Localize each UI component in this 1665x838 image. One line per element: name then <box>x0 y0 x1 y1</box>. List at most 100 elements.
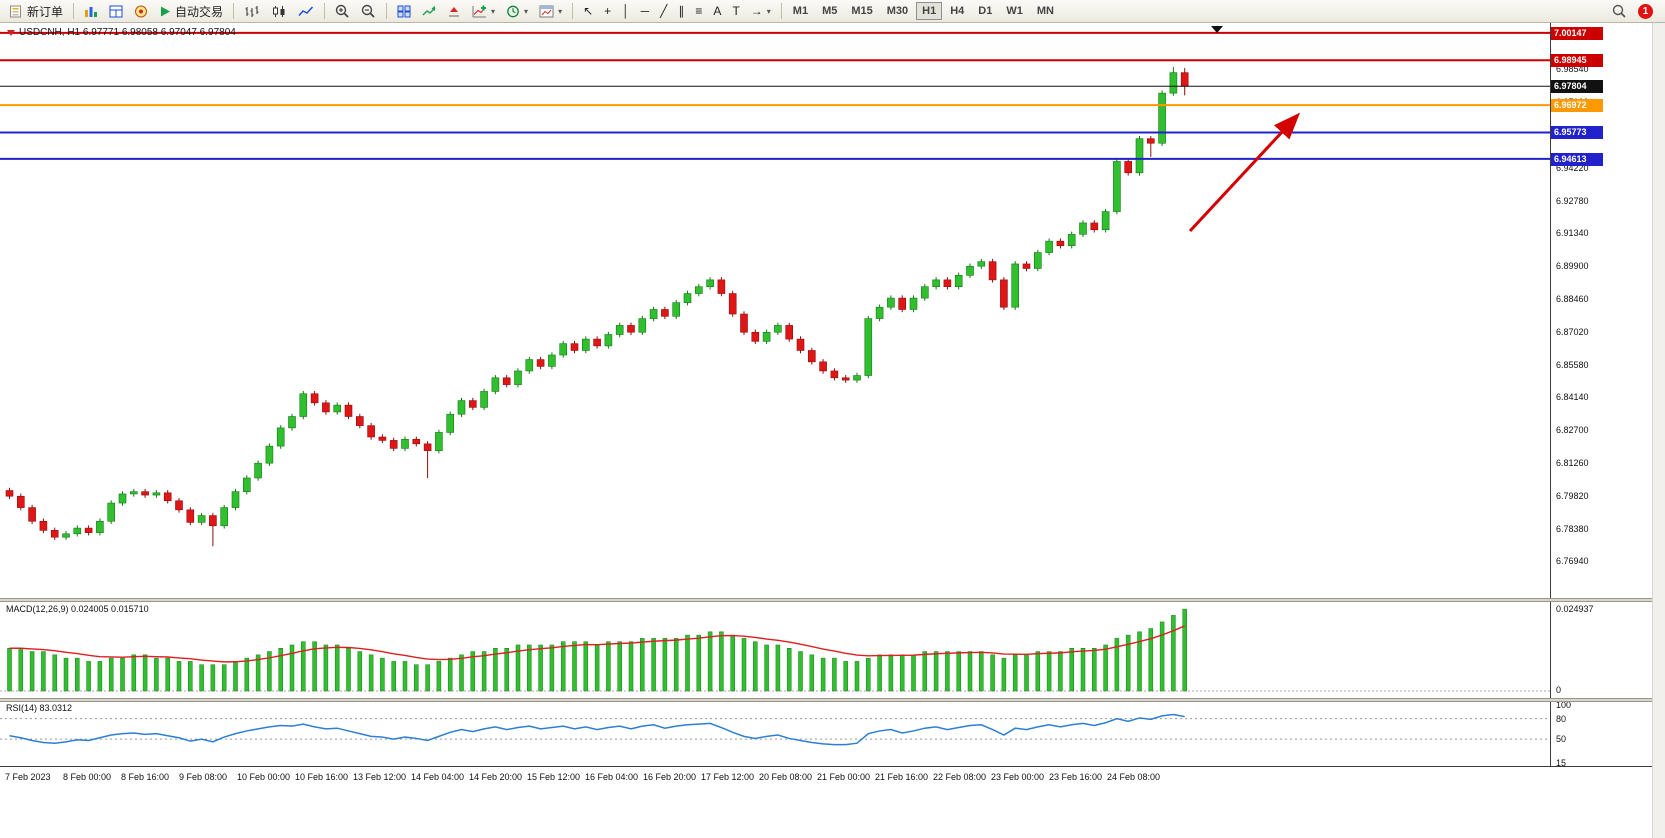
templates-button[interactable]: ▾ <box>534 2 567 21</box>
auto-trading-button[interactable]: 自动交易 <box>154 2 228 21</box>
time-axis-label: 21 Feb 16:00 <box>875 772 929 782</box>
macd-histogram-bar <box>617 641 622 692</box>
time-axis-label: 15 Feb 12:00 <box>527 772 581 782</box>
candle <box>717 279 726 294</box>
macd-histogram-bar <box>357 651 363 692</box>
timeframe-button-m30[interactable]: M30 <box>881 2 914 20</box>
macd-axis-zero-label: 0 <box>1556 685 1562 695</box>
candle <box>50 530 59 538</box>
candle <box>604 334 613 347</box>
cursor-tool[interactable]: ↖ <box>578 2 598 21</box>
vertical-line-tool[interactable]: │ <box>617 2 635 21</box>
text-tool[interactable]: A <box>708 2 726 21</box>
trend-arrow-annotation[interactable] <box>1188 112 1301 233</box>
auto-scroll-button[interactable] <box>417 2 441 21</box>
main-chart-panel[interactable]: USDCNH, H1 6.97771 6.98058 6.97047 6.978… <box>0 23 1550 598</box>
macd-histogram-bar <box>899 654 905 692</box>
timeframe-button-mn[interactable]: MN <box>1031 2 1060 20</box>
crosshair-tool[interactable]: + <box>599 2 616 21</box>
zoom-in-button[interactable] <box>330 2 355 21</box>
label-tool[interactable]: T <box>727 2 744 21</box>
candle <box>1158 92 1166 144</box>
candle <box>706 279 714 288</box>
new-order-button[interactable]: 新订单 <box>4 2 68 21</box>
vertical-scrollbar[interactable] <box>1652 23 1665 838</box>
macd-histogram-bar <box>447 657 453 692</box>
macd-histogram-bar <box>1182 608 1187 692</box>
rsi-axis-label: 50 <box>1556 734 1567 745</box>
time-axis-label: 10 Feb 00:00 <box>237 772 291 782</box>
tile-windows-button[interactable] <box>392 2 416 21</box>
zoom-out-button[interactable] <box>356 2 381 21</box>
macd-histogram-bar <box>346 648 351 692</box>
notification-badge[interactable]: 1 <box>1638 3 1653 19</box>
timeframe-button-m1[interactable]: M1 <box>787 2 814 20</box>
chart-shift-button[interactable] <box>442 2 466 21</box>
time-axis-label: 9 Feb 08:00 <box>179 772 228 782</box>
candle <box>1169 72 1178 94</box>
panel-splitter[interactable] <box>0 598 1652 602</box>
panel-splitter[interactable] <box>0 698 1652 702</box>
time-axis-label: 17 Feb 12:00 <box>701 772 755 782</box>
macd-histogram-bar <box>832 657 837 692</box>
macd-histogram-bar <box>131 654 137 692</box>
timeframe-button-d1[interactable]: D1 <box>972 2 998 20</box>
candle <box>355 416 364 426</box>
market-watch-button[interactable] <box>79 2 103 21</box>
timeframe-button-h4[interactable]: H4 <box>944 2 970 20</box>
candle <box>1079 222 1087 235</box>
navigator-button[interactable] <box>129 2 153 21</box>
data-window-button[interactable] <box>104 2 128 21</box>
candle <box>672 302 681 317</box>
timeframe-button-m15[interactable]: M15 <box>845 2 878 20</box>
timeframe-button-m5[interactable]: M5 <box>816 2 843 20</box>
symbol-title-text: USDCNH, H1 6.97771 6.98058 6.97047 6.978… <box>19 27 236 38</box>
macd-panel[interactable]: MACD(12,26,9) 0.024005 0.015710 <box>0 602 1550 698</box>
candle <box>525 359 534 372</box>
candle <box>988 261 997 281</box>
time-axis-label: 23 Feb 00:00 <box>991 772 1045 782</box>
period-selector-button[interactable]: ▾ <box>501 2 533 21</box>
macd-histogram-bar <box>809 654 815 692</box>
rsi-panel[interactable]: RSI(14) 83.0312 <box>0 702 1550 766</box>
candle <box>615 325 624 335</box>
macd-histogram-bar <box>560 641 566 692</box>
arrows-tool[interactable]: → ▾ <box>746 2 776 21</box>
new-order-icon <box>9 5 24 18</box>
bar-chart-mode-button[interactable] <box>239 2 265 21</box>
macd-histogram-bar <box>368 654 374 692</box>
trendline-tool[interactable]: ╱ <box>655 2 672 21</box>
timeframe-button-h1[interactable]: H1 <box>916 2 943 20</box>
indicators-button[interactable]: ▾ <box>467 2 500 21</box>
time-axis[interactable]: 7 Feb 2023 8 Feb 00:00 8 Feb 16:00 9 Feb 08… <box>0 766 1652 788</box>
price-axis-tick: 6.85580 <box>1556 359 1589 370</box>
macd-histogram-bar <box>594 644 600 692</box>
toolbar-separator <box>780 3 782 19</box>
macd-histogram-bar <box>775 644 781 692</box>
macd-histogram-bar <box>877 654 882 692</box>
candle <box>367 425 375 438</box>
horizontal-line-tool[interactable]: ─ <box>636 2 655 21</box>
macd-histogram-bar <box>278 648 283 692</box>
macd-histogram-bar <box>1035 651 1041 692</box>
fibonacci-tool[interactable]: ≡ <box>690 2 707 21</box>
chart-shift-marker[interactable] <box>1211 26 1223 33</box>
macd-histogram-bar <box>798 651 803 692</box>
macd-histogram-bar <box>1092 648 1097 692</box>
macd-histogram-bar <box>730 634 735 692</box>
time-axis-label: 24 Feb 08:00 <box>1107 772 1161 782</box>
search-button[interactable] <box>1607 2 1632 21</box>
candle <box>909 297 918 310</box>
macd-histogram-bar <box>1001 657 1007 692</box>
candle <box>502 377 511 385</box>
time-axis-label: 16 Feb 20:00 <box>643 772 697 782</box>
candlestick-mode-button[interactable] <box>266 2 292 21</box>
candle <box>683 293 692 303</box>
timeframe-button-w1[interactable]: W1 <box>1000 2 1029 20</box>
price-axis[interactable]: 6.985406.971006.956606.942206.927806.913… <box>1550 23 1652 768</box>
equidistant-channel-tool[interactable]: ∥ <box>673 2 689 21</box>
line-chart-mode-button[interactable] <box>293 2 319 21</box>
price-tag: 6.94613 <box>1551 152 1603 166</box>
toolbar: 新订单 自动交易 <box>0 0 1665 23</box>
macd-histogram-bar <box>255 654 261 692</box>
